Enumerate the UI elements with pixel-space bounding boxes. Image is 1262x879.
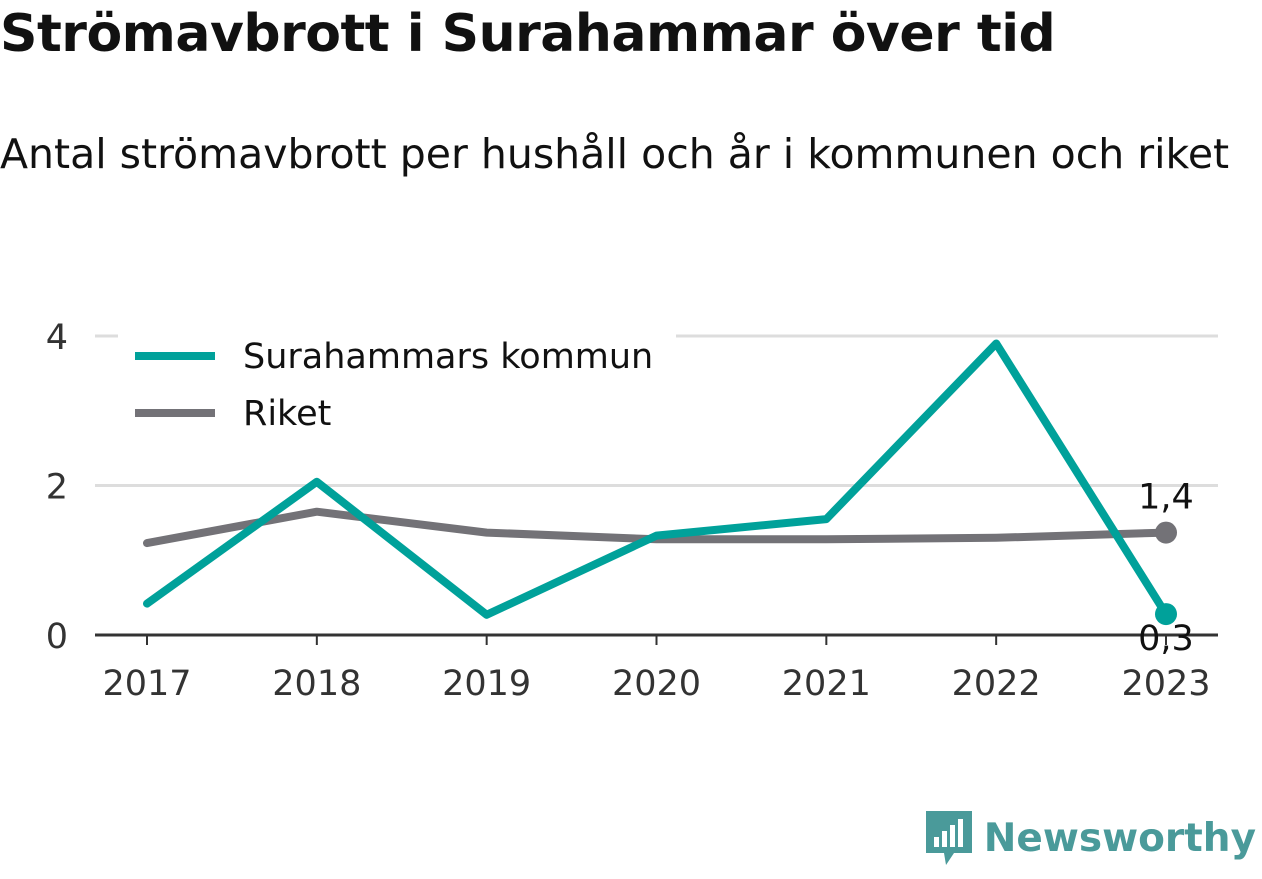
legend-label: Riket (243, 394, 331, 434)
series-end-point (1155, 521, 1177, 544)
series-end-point (1155, 603, 1177, 626)
page-subtitle: Antal strömavbrott per hushåll och år i … (0, 130, 1230, 178)
line-chart: 0 2 4 2017 2018 2019 2020 2021 2022 2023 0,3 1,4 Sur… (46, 318, 1218, 704)
series-line (143, 339, 1170, 619)
legend-label: Surahammars kommun (243, 337, 653, 377)
x-tick-label: 2017 (102, 664, 191, 704)
brand-name: Newsworthy (983, 815, 1256, 861)
legend-box (118, 332, 676, 450)
series-end-label: 0,3 (1138, 619, 1194, 659)
y-tick-label: 0 (46, 617, 68, 657)
x-tick-label: 2021 (782, 664, 871, 704)
y-tick-label: 2 (46, 468, 68, 508)
x-tick-label: 2023 (1121, 664, 1210, 704)
x-tick-label: 2020 (612, 664, 701, 704)
series-end-label: 1,4 (1138, 478, 1194, 518)
x-tick-label: 2022 (952, 664, 1041, 704)
x-tick-label: 2019 (442, 664, 531, 704)
y-tick-label: 4 (46, 318, 68, 358)
page-title: Strömavbrott i Surahammar över tid (0, 4, 1056, 64)
newsworthy-logo-icon (925, 811, 972, 865)
x-tick-label: 2018 (272, 664, 361, 704)
brand: Newsworthy (924, 809, 1256, 867)
